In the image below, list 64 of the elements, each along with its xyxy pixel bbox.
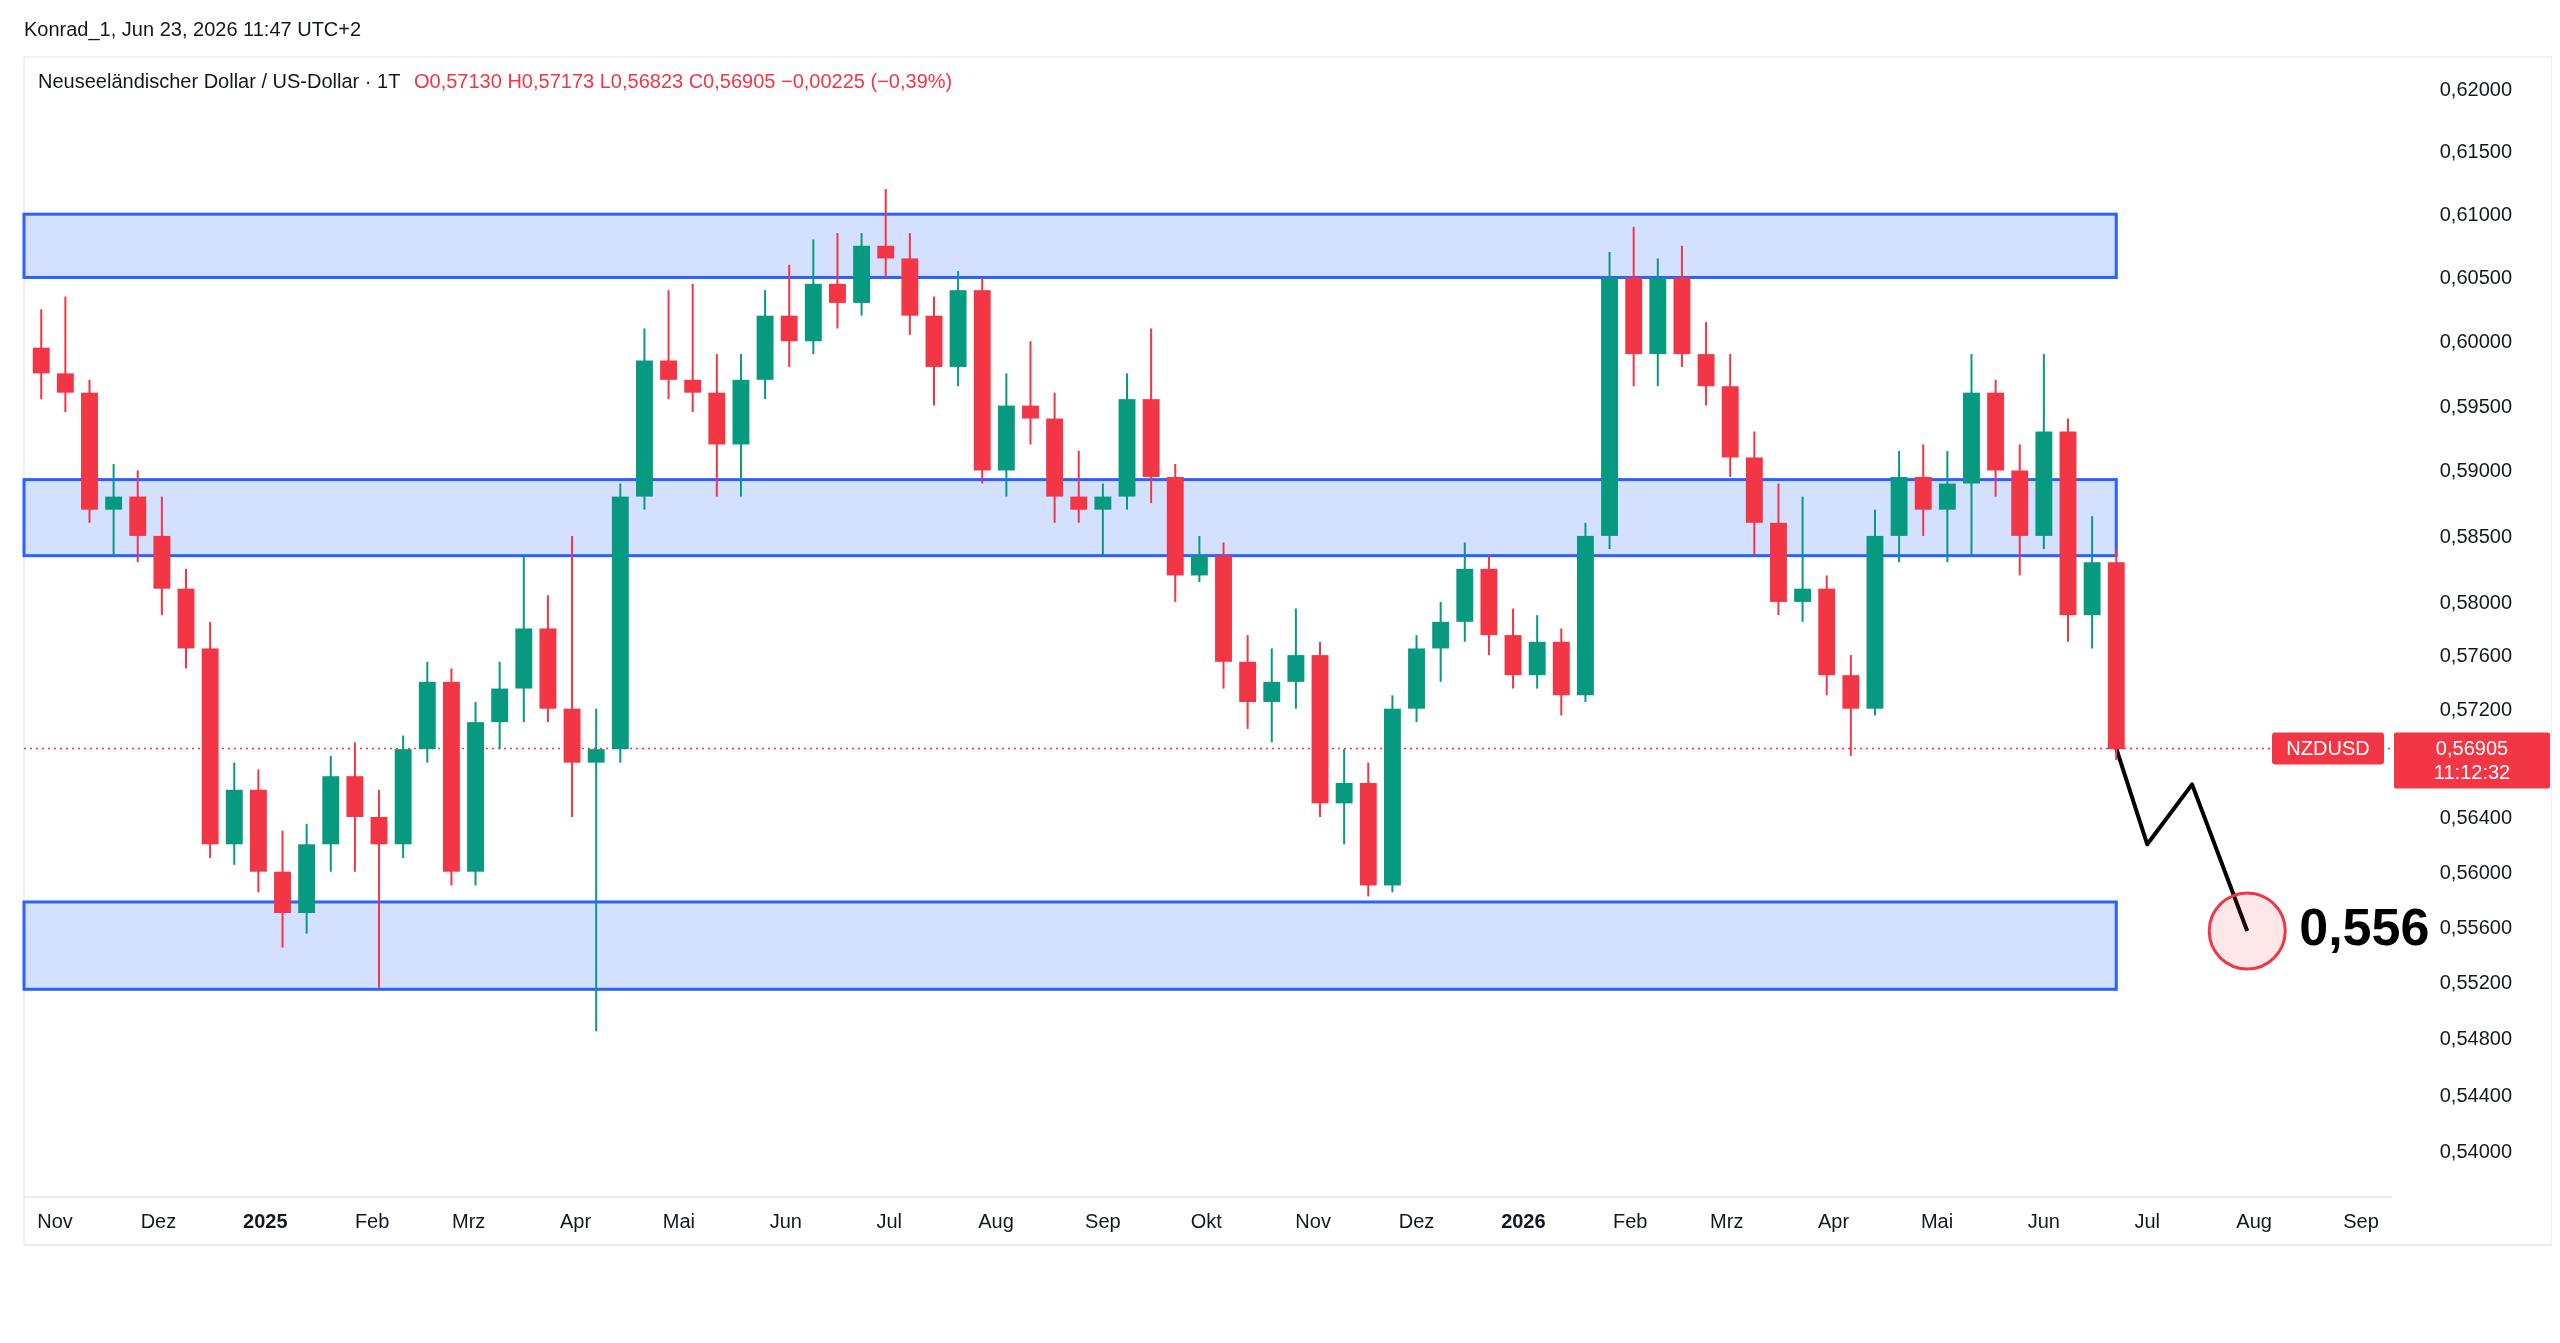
y-tick-label: 0,59000 — [2439, 459, 2512, 482]
line-series — [2114, 746, 2250, 933]
y-tick-label: 0,54800 — [2439, 1027, 2512, 1050]
y-tick-label: 0,59500 — [2439, 394, 2512, 417]
text: 0,56905 — [2435, 737, 2509, 760]
candlestick — [1070, 449, 1088, 524]
y-tick-label: 0,57600 — [2439, 644, 2512, 667]
y-tick-label: 0,62000 — [2439, 78, 2512, 101]
x-tick-label: Nov — [1295, 1210, 1331, 1232]
candlestick — [56, 295, 74, 414]
x-tick-label: Mai — [662, 1210, 696, 1232]
candlestick — [1263, 647, 1281, 744]
y-tick-label: 0,61000 — [2439, 203, 2512, 226]
candlestick — [370, 788, 388, 989]
y-tick-label: 0,56000 — [2439, 860, 2512, 883]
annotation: 0,556 — [2299, 897, 2430, 956]
x-tick-label: Sep — [2343, 1210, 2379, 1232]
y-tick-label: 0,58000 — [2439, 590, 2512, 613]
x-tick-label: Feb — [1613, 1210, 1648, 1232]
y-tick-label: 0,60500 — [2439, 266, 2512, 289]
x-tick-label: Jul — [2134, 1210, 2161, 1232]
candlestick — [1335, 748, 1353, 846]
x-tick-label: Mrz — [1710, 1210, 1744, 1232]
x-tick-label: Aug — [2236, 1210, 2272, 1232]
ref-line-label: NZDUSD — [2286, 737, 2370, 760]
x-tick-label: Mrz — [451, 1210, 486, 1232]
x-tick-label: Sep — [1085, 1210, 1121, 1232]
y-tick-label: 0,61500 — [2439, 140, 2512, 163]
y-tick-label: 0,60000 — [2439, 330, 2512, 353]
x-tick-label: Dez — [1398, 1210, 1435, 1232]
candlestick — [877, 188, 895, 279]
candlestick — [105, 462, 123, 557]
x-tick-label: 2025 — [243, 1210, 288, 1232]
y-tick-label: 0,55200 — [2439, 971, 2512, 994]
x-tick-label: Jun — [2027, 1210, 2060, 1232]
text: O0,57130 H0,57173 L0,56823 C0,56905 −0,00225 (−0,39%) — [414, 70, 953, 92]
x-tick-label: Apr — [559, 1210, 592, 1232]
y-tick-label: 0,58500 — [2439, 524, 2512, 547]
x-tick-label: Okt — [1190, 1210, 1223, 1232]
x-tick-label: Aug — [978, 1210, 1014, 1232]
text: Neuseeländischer Dollar / US-Dollar · 1T — [38, 70, 400, 92]
x-tick-label: 2026 — [1501, 1210, 1546, 1232]
candlestick — [1794, 495, 1812, 623]
text: 11:12:32 — [2433, 761, 2511, 784]
y-tick-label: 0,56400 — [2439, 805, 2512, 828]
candlestick — [587, 707, 605, 1033]
x-tick-label: Jul — [876, 1210, 902, 1232]
candlestick — [829, 232, 846, 330]
x-tick-label: Apr — [1818, 1210, 1850, 1232]
x-tick-label: Mai — [1920, 1210, 1954, 1232]
x-tick-label: Jun — [769, 1210, 802, 1232]
x-tick-label: Feb — [354, 1210, 390, 1232]
candlestick — [660, 289, 678, 401]
candlestick — [1094, 482, 1112, 557]
candlestick — [684, 282, 702, 414]
x-tick-label: Nov — [37, 1210, 73, 1232]
x-tick-label: Dez — [140, 1210, 177, 1232]
y-tick-label: 0,54000 — [2439, 1140, 2512, 1163]
candlestick — [1022, 340, 1039, 446]
candlestick — [1190, 534, 1208, 584]
y-tick-label: 0,55600 — [2439, 915, 2512, 938]
y-tick-label: 0,54400 — [2439, 1083, 2512, 1106]
y-tick-label: 0,57200 — [2439, 697, 2512, 720]
text: Konrad_1, Jun 23, 2026 11:47 UTC+2 — [24, 18, 362, 41]
